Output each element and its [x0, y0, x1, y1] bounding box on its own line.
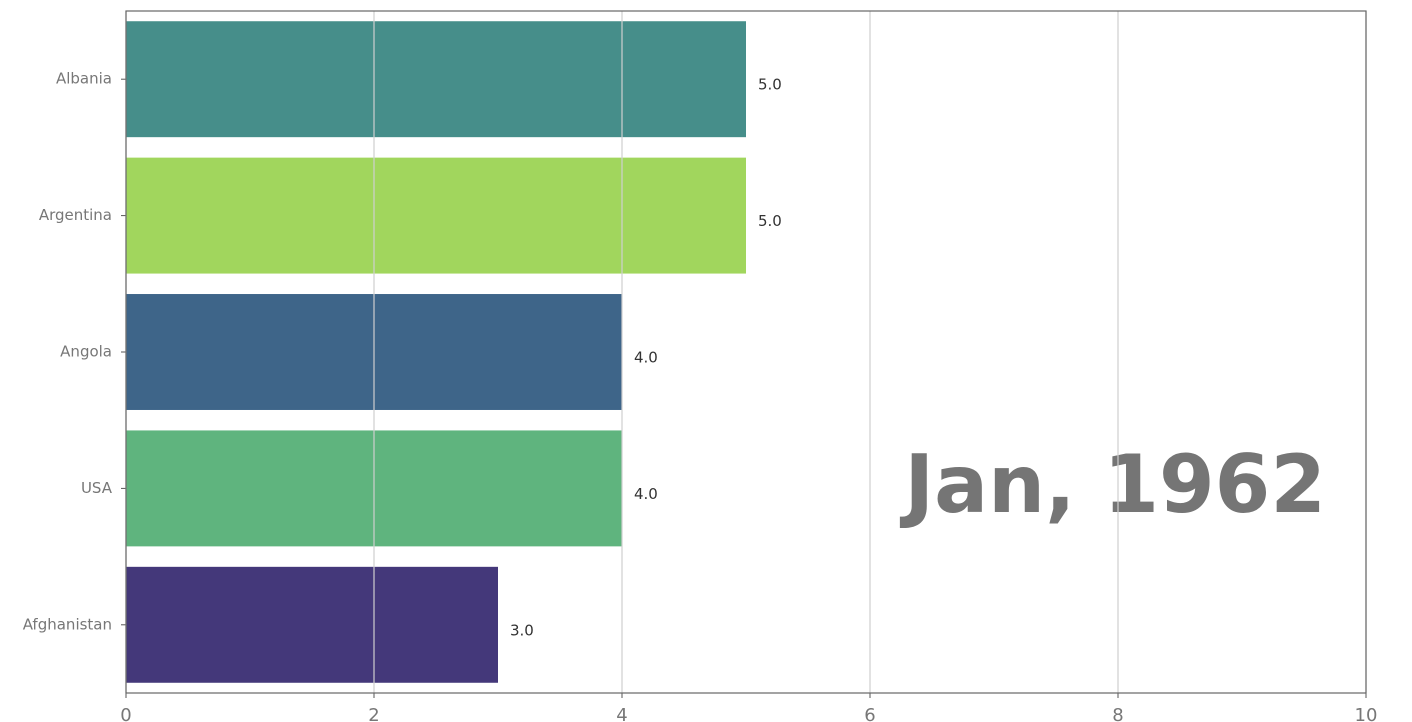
x-tick-label: 10: [1355, 705, 1378, 722]
value-label: 3.0: [510, 621, 534, 639]
y-tick-label: Albania: [56, 70, 112, 88]
bar: [126, 157, 746, 274]
plot-frame: [125, 10, 1367, 694]
y-tick-label: Afghanistan: [23, 615, 112, 633]
x-tick-label: 8: [1112, 705, 1123, 722]
x-tick-label: 2: [368, 705, 379, 722]
value-label: 5.0: [758, 76, 782, 94]
y-tick-label: USA: [81, 479, 113, 497]
y-tick-label: Angola: [60, 343, 112, 361]
x-tick-label: 0: [120, 705, 131, 722]
value-label: 4.0: [634, 349, 658, 367]
y-tick-label: Argentina: [39, 206, 112, 224]
x-tick-label: 6: [864, 705, 875, 722]
bar: [126, 566, 498, 683]
value-label: 4.0: [634, 485, 658, 503]
x-tick-label: 4: [616, 705, 627, 722]
value-label: 5.0: [758, 212, 782, 230]
bar: [126, 21, 746, 138]
date-annotation: Jan, 1962: [899, 438, 1326, 531]
